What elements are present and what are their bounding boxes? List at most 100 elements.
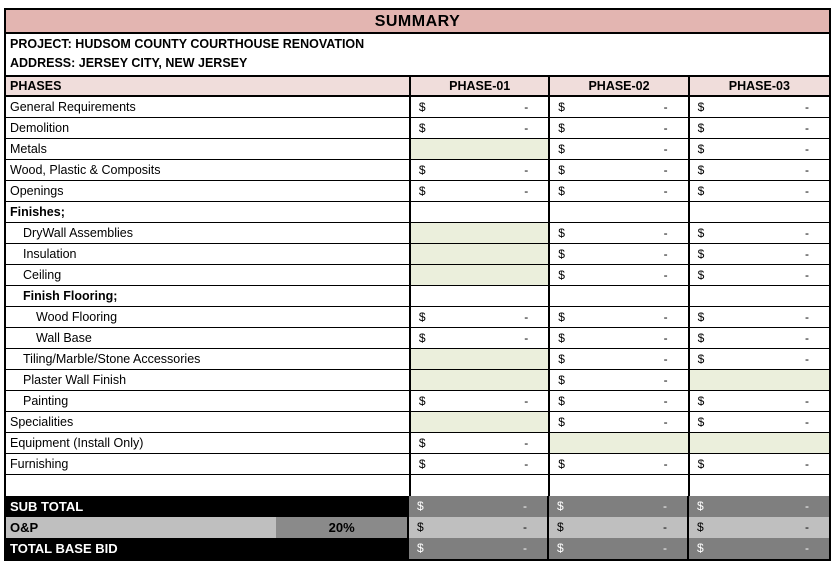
cell-phase-03[interactable]: $ - [690, 160, 829, 180]
row-label[interactable]: Furnishing [6, 454, 411, 474]
cell-phase-02[interactable]: $ - [549, 517, 689, 538]
cell-phase-02[interactable]: $ - [550, 160, 690, 180]
row-label[interactable]: Openings [6, 181, 411, 201]
subtotal-label[interactable]: SUB TOTAL [6, 496, 409, 517]
row-label[interactable]: Equipment (Install Only) [6, 433, 411, 453]
cell-phase-03[interactable]: $ - [690, 349, 829, 369]
cell-phase-01[interactable] [410, 286, 551, 306]
cell-phase-02[interactable] [550, 286, 690, 306]
cell-phase-03[interactable]: $ - [690, 223, 829, 243]
row-label[interactable]: Wood, Plastic & Composits [6, 160, 411, 180]
cell-phase-01[interactable] [410, 370, 551, 390]
cell-phase-01[interactable] [410, 475, 551, 496]
currency-symbol: $ [558, 163, 565, 177]
cell-phase-01[interactable]: $ - [411, 160, 551, 180]
cell-phase-03[interactable]: $ - [690, 328, 829, 348]
row-label[interactable]: Finish Flooring; [6, 286, 411, 306]
cell-phase-01[interactable] [410, 244, 551, 264]
cell-phase-02[interactable]: $ - [550, 454, 690, 474]
column-header-phase-03[interactable]: PHASE-03 [728, 79, 790, 93]
cell-phase-03[interactable]: $ - [689, 538, 829, 559]
cell-phase-02[interactable]: $ - [550, 181, 690, 201]
cell-phase-02[interactable]: $ - [549, 538, 689, 559]
cell-phase-02[interactable]: $ - [550, 328, 690, 348]
cell-phase-02[interactable]: $ - [550, 412, 690, 432]
row-label[interactable]: Demolition [6, 118, 411, 138]
amount-dash: - [524, 163, 529, 177]
row-label[interactable]: Specialities [6, 412, 411, 432]
cell-phase-01[interactable]: $ - [409, 538, 549, 559]
cell-phase-01[interactable]: $ - [409, 517, 549, 538]
cell-phase-02[interactable]: $ - [550, 391, 690, 411]
amount-dash: - [523, 541, 527, 555]
cell-phase-01[interactable] [410, 349, 551, 369]
row-label[interactable]: Plaster Wall Finish [6, 370, 411, 390]
cell-phase-02[interactable]: $ - [550, 118, 690, 138]
row-label[interactable]: General Requirements [6, 97, 411, 117]
cell-phase-01[interactable]: $ - [411, 118, 551, 138]
cell-phase-03[interactable]: $ - [690, 244, 829, 264]
row-label[interactable]: Ceiling [6, 265, 411, 285]
cell-phase-03[interactable]: $ - [690, 307, 829, 327]
cell-phase-03[interactable]: $ - [690, 97, 829, 117]
cell-phase-01[interactable]: $ - [411, 97, 551, 117]
cell-phase-02[interactable]: $ - [550, 223, 690, 243]
cell-phase-02[interactable]: $ - [550, 97, 690, 117]
currency-symbol: $ [558, 121, 565, 135]
row-label[interactable]: Wall Base [6, 328, 411, 348]
cell-phase-03[interactable]: $ - [690, 181, 829, 201]
cell-phase-03[interactable]: $ - [689, 496, 829, 517]
cell-phase-02[interactable]: $ - [550, 244, 690, 264]
op-label[interactable]: O&P [6, 517, 277, 538]
table-row: DryWall Assemblies $ - $ - [6, 223, 829, 244]
column-header-phase-02[interactable]: PHASE-02 [550, 77, 690, 95]
cell-phase-02[interactable] [550, 475, 690, 496]
cell-phase-01[interactable]: $ - [411, 391, 551, 411]
cell-phase-01[interactable]: $ - [411, 328, 551, 348]
cell-phase-03[interactable] [689, 286, 829, 306]
cell-phase-03[interactable]: $ - [690, 391, 829, 411]
cell-phase-01[interactable]: $ - [411, 181, 551, 201]
cell-phase-03[interactable] [689, 433, 830, 453]
cell-phase-02[interactable]: $ - [550, 349, 690, 369]
cell-phase-03[interactable] [689, 202, 830, 222]
cell-phase-03[interactable]: $ - [690, 118, 829, 138]
cell-phase-03[interactable]: $ - [690, 139, 829, 159]
cell-phase-01[interactable]: $ - [411, 454, 551, 474]
row-label[interactable]: DryWall Assemblies [6, 223, 411, 243]
phases-column-header[interactable]: PHASES [6, 77, 412, 95]
cell-phase-02[interactable]: $ - [550, 265, 690, 285]
cell-phase-03[interactable]: $ - [690, 265, 829, 285]
cell-phase-01[interactable] [410, 265, 551, 285]
cell-phase-01[interactable]: $ - [411, 307, 551, 327]
row-label[interactable]: Metals [6, 139, 411, 159]
cell-phase-03[interactable]: $ - [690, 412, 829, 432]
cell-phase-02[interactable] [550, 202, 690, 222]
cell-phase-02[interactable]: $ - [550, 139, 690, 159]
currency-symbol: $ [418, 163, 426, 177]
cell-phase-01[interactable]: $ - [409, 496, 549, 517]
cell-phase-01[interactable] [410, 139, 551, 159]
cell-phase-03[interactable]: $ - [689, 517, 829, 538]
cell-phase-01[interactable] [410, 412, 551, 432]
cell-phase-03[interactable]: $ - [690, 454, 829, 474]
cell-phase-01[interactable] [410, 223, 551, 243]
row-label[interactable]: Insulation [6, 244, 411, 264]
cell-phase-01[interactable] [410, 202, 551, 222]
cell-phase-03[interactable] [689, 370, 829, 390]
row-label[interactable]: Painting [6, 391, 411, 411]
column-header-phase-01[interactable]: PHASE-01 [411, 77, 551, 95]
cell-phase-02[interactable]: $ - [550, 307, 690, 327]
cell-phase-02[interactable] [550, 433, 690, 453]
op-rate-cell[interactable]: 20% [276, 517, 409, 538]
row-label[interactable]: Tiling/Marble/Stone Accessories [6, 349, 411, 369]
row-label[interactable]: Wood Flooring [6, 307, 411, 327]
cell-phase-02[interactable]: $ - [549, 496, 689, 517]
cell-phase-03[interactable] [689, 475, 830, 496]
currency-symbol: $ [418, 100, 426, 114]
cell-phase-02[interactable]: $ - [550, 370, 690, 390]
row-label[interactable]: Finishes; [6, 202, 411, 222]
cell-phase-01[interactable]: $ - [411, 433, 551, 453]
total-base-bid-label[interactable]: TOTAL BASE BID [6, 538, 409, 559]
row-label[interactable] [6, 475, 411, 496]
